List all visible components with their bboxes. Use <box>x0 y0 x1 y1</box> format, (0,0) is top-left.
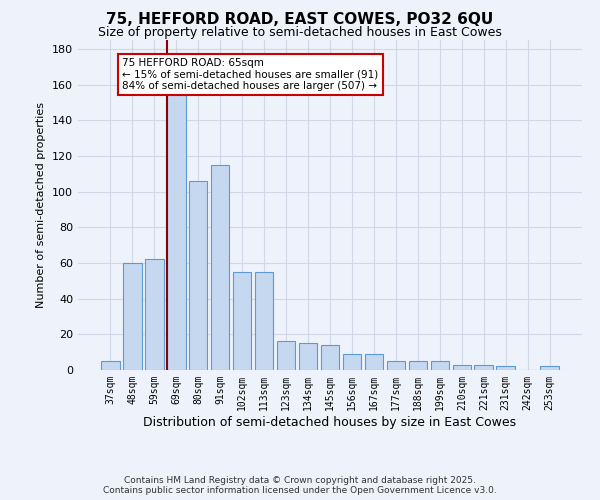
Text: Size of property relative to semi-detached houses in East Cowes: Size of property relative to semi-detach… <box>98 26 502 39</box>
Bar <box>320 345 340 370</box>
Bar <box>541 366 559 370</box>
Text: Contains HM Land Registry data © Crown copyright and database right 2025.
Contai: Contains HM Land Registry data © Crown c… <box>103 476 497 495</box>
Bar <box>277 342 295 370</box>
Y-axis label: Number of semi-detached properties: Number of semi-detached properties <box>37 102 46 308</box>
Bar <box>167 84 185 370</box>
Bar <box>123 263 142 370</box>
Bar <box>496 366 515 370</box>
Bar <box>365 354 383 370</box>
Bar <box>101 361 119 370</box>
Bar <box>299 343 317 370</box>
Bar <box>189 181 208 370</box>
Bar <box>343 354 361 370</box>
Text: 75 HEFFORD ROAD: 65sqm
← 15% of semi-detached houses are smaller (91)
84% of sem: 75 HEFFORD ROAD: 65sqm ← 15% of semi-det… <box>122 58 379 91</box>
Bar <box>431 361 449 370</box>
Bar <box>386 361 405 370</box>
Bar <box>255 272 274 370</box>
Text: 75, HEFFORD ROAD, EAST COWES, PO32 6QU: 75, HEFFORD ROAD, EAST COWES, PO32 6QU <box>106 12 494 28</box>
Bar <box>211 165 229 370</box>
X-axis label: Distribution of semi-detached houses by size in East Cowes: Distribution of semi-detached houses by … <box>143 416 517 428</box>
Bar <box>145 260 164 370</box>
Bar <box>409 361 427 370</box>
Bar <box>233 272 251 370</box>
Bar <box>475 364 493 370</box>
Bar <box>452 364 471 370</box>
